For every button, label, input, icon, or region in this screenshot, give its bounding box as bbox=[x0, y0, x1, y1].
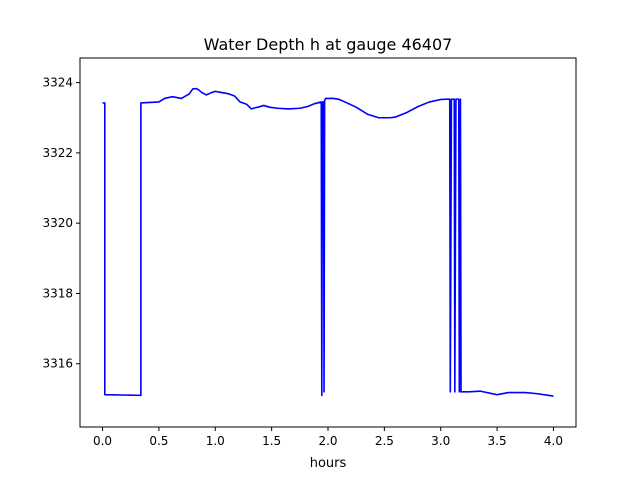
series-line-0 bbox=[102, 87, 554, 397]
series-layer bbox=[102, 87, 554, 397]
y-tick-label: 3324 bbox=[42, 76, 73, 90]
y-axis: 3316 3318 3320 3322 3324 bbox=[42, 76, 80, 371]
y-tick-label: 3318 bbox=[42, 286, 73, 300]
x-axis: 0.0 0.5 1.0 1.5 2.0 2.5 3.0 3.5 4.0 bbox=[93, 427, 563, 448]
x-tick-label: 0.5 bbox=[149, 434, 168, 448]
y-tick-label: 3322 bbox=[42, 146, 73, 160]
chart-title: Water Depth h at gauge 46407 bbox=[204, 35, 453, 54]
x-tick-label: 3.5 bbox=[488, 434, 507, 448]
x-tick-label: 3.0 bbox=[431, 434, 450, 448]
x-tick-label: 1.5 bbox=[262, 434, 281, 448]
x-tick-label: 4.0 bbox=[544, 434, 563, 448]
x-tick-label: 1.0 bbox=[206, 434, 225, 448]
y-tick-label: 3320 bbox=[42, 216, 73, 230]
x-tick-label: 2.0 bbox=[318, 434, 337, 448]
x-tick-label: 2.5 bbox=[375, 434, 394, 448]
y-tick-label: 3316 bbox=[42, 357, 73, 371]
x-tick-label: 0.0 bbox=[93, 434, 112, 448]
x-axis-label: hours bbox=[310, 456, 347, 471]
